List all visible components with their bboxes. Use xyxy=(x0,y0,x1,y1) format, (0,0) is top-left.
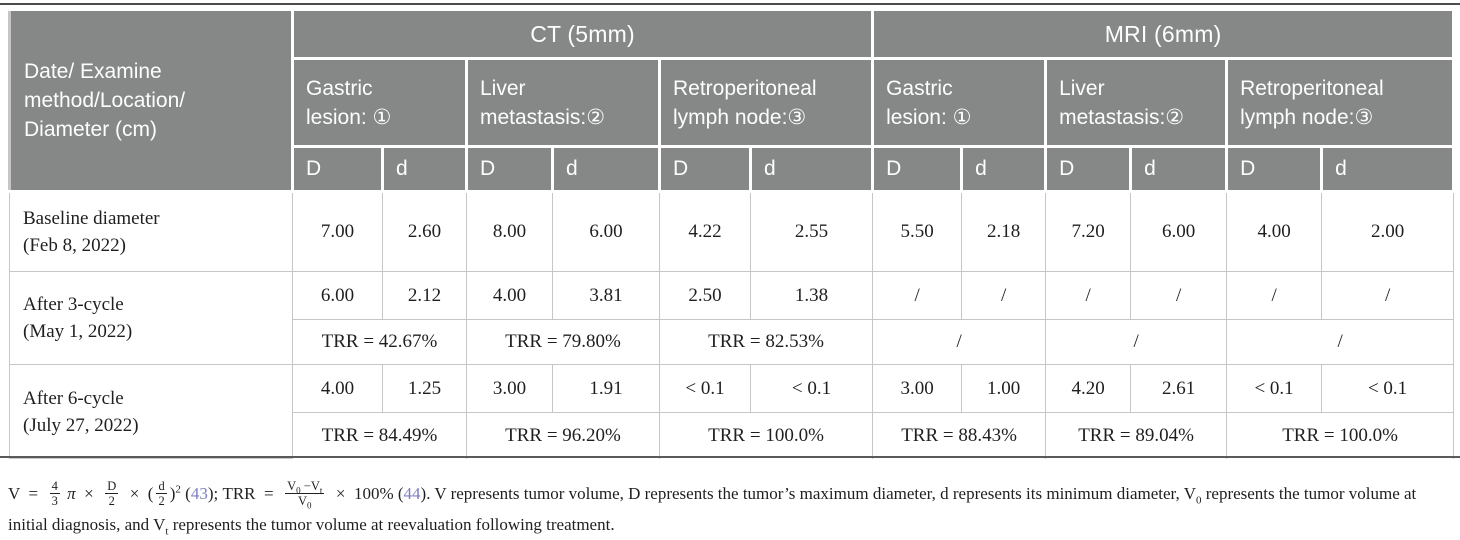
trr-cell: TRR = 84.49% xyxy=(292,412,467,459)
header-d: d xyxy=(960,145,1048,193)
value-cell: 5.50 xyxy=(872,191,963,272)
trr-cell: / xyxy=(872,319,1047,365)
header-D: D xyxy=(291,145,384,193)
value-cell: 2.60 xyxy=(382,191,467,272)
header-mri-liver: Liver metastasis:② xyxy=(1044,57,1229,148)
value-cell: < 0.1 xyxy=(1226,364,1323,413)
value-cell: / xyxy=(1045,271,1132,320)
value-cell: 3.00 xyxy=(466,364,553,413)
header-ct: CT (5mm) xyxy=(290,8,875,60)
value-cell: 3.81 xyxy=(552,271,660,320)
modality-header-row: Date/ Examine method/Location/ Diameter … xyxy=(8,8,1456,193)
header-d: d xyxy=(1320,145,1456,193)
value-cell: 3.00 xyxy=(872,364,963,413)
value-cell: 7.20 xyxy=(1045,191,1132,272)
measurement-table: Date/ Examine method/Location/ Diameter … xyxy=(8,8,1456,459)
value-cell: 1.25 xyxy=(382,364,467,413)
trr-cell: TRR = 100.0% xyxy=(1226,412,1455,459)
value-cell: 4.00 xyxy=(292,364,383,413)
value-cell: 2.50 xyxy=(659,271,751,320)
header-mri-retroperitoneal: Retroperitoneal lymph node:③ xyxy=(1225,57,1456,148)
trr-cell: TRR = 89.04% xyxy=(1045,412,1228,459)
value-cell: / xyxy=(961,271,1047,320)
row-label: After 6-cycle (July 27, 2022) xyxy=(9,364,293,459)
value-cell: / xyxy=(1226,271,1323,320)
header-D: D xyxy=(871,145,964,193)
value-cell: 4.00 xyxy=(1226,191,1323,272)
header-ct-liver: Liver metastasis:② xyxy=(465,57,661,148)
header-D: D xyxy=(658,145,752,193)
header-ct-gastric: Gastric lesion: ① xyxy=(291,57,468,148)
table-top-rule xyxy=(0,3,1460,5)
trr-cell: TRR = 88.43% xyxy=(872,412,1047,459)
value-cell: < 0.1 xyxy=(749,364,874,413)
citation-43-link[interactable]: 43 xyxy=(190,484,208,503)
corner-header-line: method/Location/ xyxy=(24,89,186,112)
row-label: Baseline diameter (Feb 8, 2022) xyxy=(9,191,293,272)
value-cell: / xyxy=(1130,271,1228,320)
trr-cell: TRR = 100.0% xyxy=(658,412,874,459)
value-cell: 1.00 xyxy=(961,364,1047,413)
value-cell: 2.12 xyxy=(382,271,467,320)
trr-cell: / xyxy=(1045,319,1228,365)
fraction-trr: V0 −Vt V0 xyxy=(285,478,325,511)
header-d: d xyxy=(381,145,468,193)
value-cell: 2.61 xyxy=(1130,364,1228,413)
value-cell: 2.55 xyxy=(749,191,874,272)
value-cell: / xyxy=(872,271,963,320)
corner-header: Date/ Examine method/Location/ Diameter … xyxy=(8,8,294,193)
value-cell: 2.00 xyxy=(1321,191,1455,272)
pi-symbol: π xyxy=(67,484,76,503)
value-cell: < 0.1 xyxy=(659,364,751,413)
trr-cell: TRR = 82.53% xyxy=(658,319,874,365)
header-D: D xyxy=(1044,145,1133,193)
lesion-header-row: Gastric lesion: ① Liver metastasis:② Retro… xyxy=(10,57,1456,148)
value-cell: 7.00 xyxy=(292,191,383,272)
header-mri-gastric: Gastric lesion: ① xyxy=(871,57,1048,148)
diameter-header-row: D d D d D d D d D d D d xyxy=(10,145,1456,193)
value-cell: / xyxy=(1321,271,1455,320)
value-cell: 8.00 xyxy=(466,191,553,272)
table-row-cycle3-trr: TRR = 42.67% TRR = 79.80% TRR = 82.53% /… xyxy=(10,319,1455,365)
value-cell: 1.91 xyxy=(552,364,660,413)
corner-header-line: Diameter (cm) xyxy=(24,118,158,141)
trr-cell: TRR = 42.67% xyxy=(292,319,467,365)
value-cell: 1.38 xyxy=(749,271,874,320)
row-label: After 3-cycle (May 1, 2022) xyxy=(9,271,293,365)
table-row-cycle6-values: After 6-cycle (July 27, 2022) 4.00 1.25 … xyxy=(9,364,1455,459)
value-cell: 6.00 xyxy=(292,271,383,320)
header-D: D xyxy=(465,145,554,193)
header-d: d xyxy=(748,145,875,193)
value-cell: 4.20 xyxy=(1045,364,1132,413)
value-cell: 6.00 xyxy=(552,191,660,272)
trr-cell: TRR = 79.80% xyxy=(466,319,660,365)
header-d: d xyxy=(551,145,661,193)
corner-header-line: Date/ Examine xyxy=(24,60,162,83)
value-cell: < 0.1 xyxy=(1321,364,1455,413)
value-cell: 6.00 xyxy=(1130,191,1228,272)
value-cell: 4.22 xyxy=(659,191,751,272)
trr-cell: / xyxy=(1226,319,1455,365)
table-bottom-rule xyxy=(0,456,1460,458)
header-D: D xyxy=(1225,145,1324,193)
header-d: d xyxy=(1129,145,1229,193)
trr-cell: TRR = 96.20% xyxy=(466,412,660,459)
value-cell: 2.18 xyxy=(961,191,1047,272)
value-cell: 4.00 xyxy=(466,271,553,320)
table-row-baseline: Baseline diameter (Feb 8, 2022) 7.00 2.6… xyxy=(9,191,1455,272)
table-row-cycle6-trr: TRR = 84.49% TRR = 96.20% TRR = 100.0% T… xyxy=(10,412,1455,459)
header-ct-retroperitoneal: Retroperitoneal lymph node:③ xyxy=(657,57,875,148)
citation-44-link[interactable]: 44 xyxy=(403,484,421,503)
header-mri: MRI (6mm) xyxy=(871,8,1456,60)
table-row-cycle3-values: After 3-cycle (May 1, 2022) 6.00 2.12 4.… xyxy=(9,271,1455,365)
